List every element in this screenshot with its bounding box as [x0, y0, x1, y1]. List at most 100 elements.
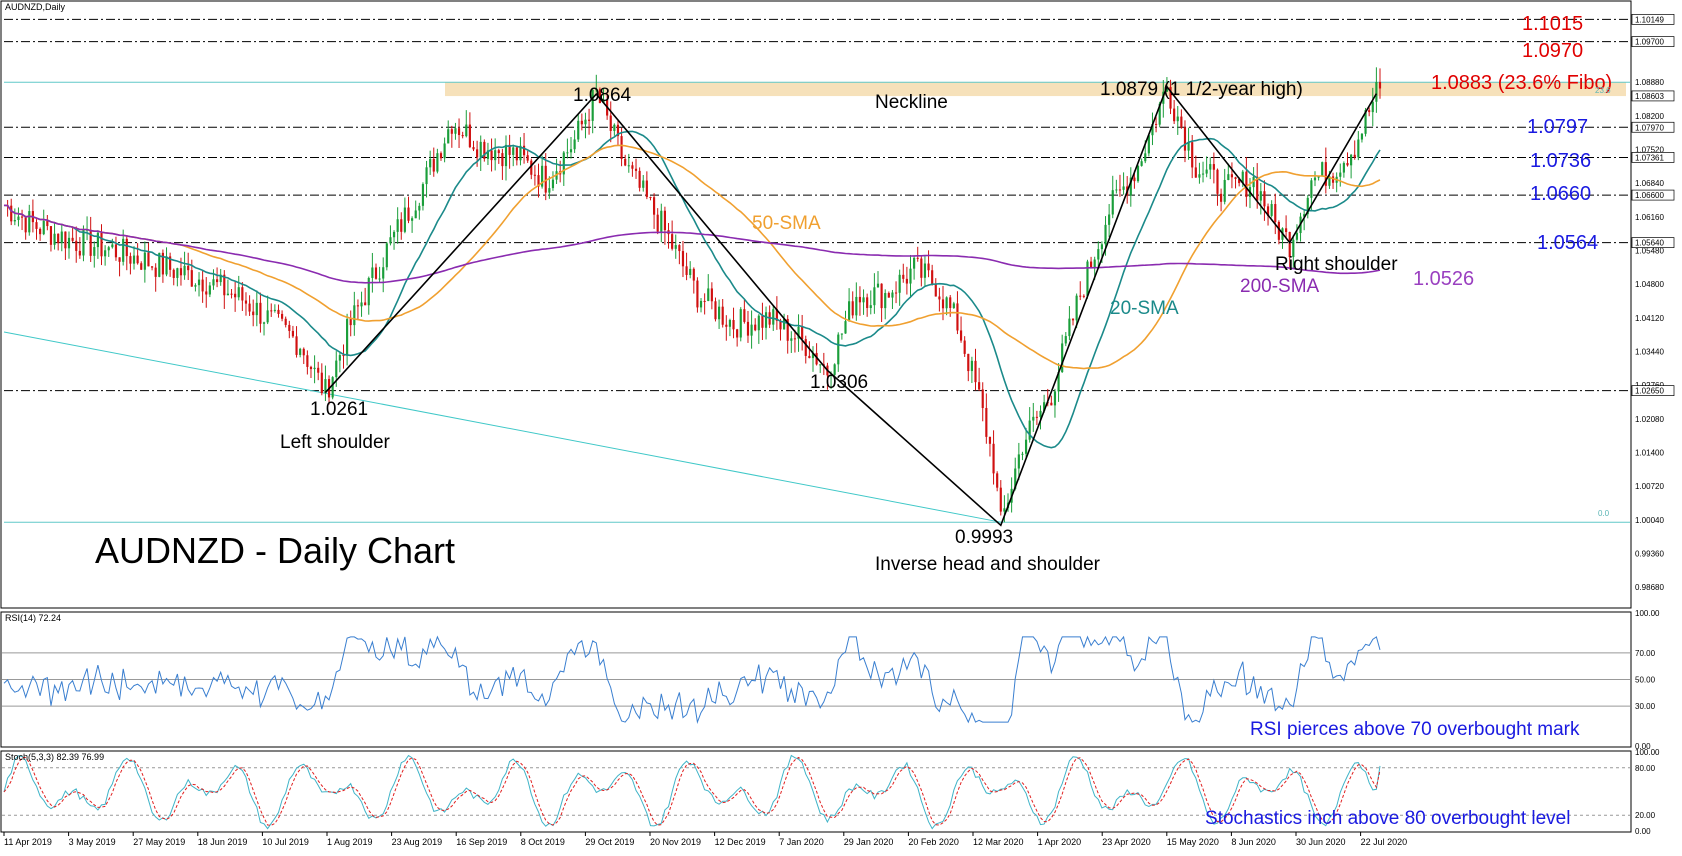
- rsi-panel-frame: [0, 611, 1632, 748]
- candle-body: [1328, 176, 1331, 186]
- candle-body: [252, 311, 255, 316]
- candle-body: [699, 300, 703, 308]
- price-tick-label: 1.04800: [1635, 280, 1664, 289]
- price-tick-label: 1.03440: [1635, 348, 1664, 357]
- candle-body: [996, 473, 999, 488]
- candle-body: [1111, 190, 1114, 215]
- candle-body: [476, 149, 479, 158]
- candle-body: [786, 318, 789, 341]
- left-shoulder-label: Left shoulder: [280, 432, 391, 453]
- candle-body: [548, 188, 551, 193]
- rsi-annotation: RSI pierces above 70 overbought mark: [1250, 719, 1580, 740]
- candle-body: [1187, 142, 1190, 151]
- candle-body: [884, 293, 887, 309]
- candle-body: [429, 158, 432, 168]
- date-tick-label: 23 Apr 2020: [1102, 837, 1151, 847]
- candle-body: [609, 115, 612, 131]
- candle-body: [718, 306, 721, 320]
- sma50-line: [3, 144, 1381, 370]
- candle-body: [436, 153, 439, 172]
- price-tick-label: 1.07970: [1635, 123, 1664, 132]
- date-tick-label: 8 Oct 2019: [521, 837, 565, 847]
- rsi-tick-label: 50.00: [1635, 676, 1656, 685]
- candle-body: [270, 310, 273, 312]
- support-4-label: 1.0564: [1537, 232, 1598, 254]
- candle-body: [931, 270, 934, 285]
- candle-body: [703, 300, 706, 302]
- symbol-label: AUDNZD,Daily: [5, 2, 66, 12]
- date-tick-label: 27 May 2019: [133, 837, 185, 847]
- candle-body: [75, 240, 78, 251]
- rsi-tick-label: 30.00: [1635, 702, 1656, 711]
- candle-body: [374, 267, 378, 279]
- candle-body: [887, 293, 890, 298]
- candle-body: [494, 150, 497, 161]
- candle-body: [624, 158, 627, 166]
- candle-body: [1295, 233, 1299, 240]
- rsi-tick-label: 70.00: [1635, 649, 1656, 658]
- candle-body: [945, 297, 948, 309]
- candle-body: [82, 229, 85, 256]
- candle-body: [790, 338, 793, 341]
- candle-body: [53, 233, 56, 245]
- candle-body: [1169, 86, 1172, 109]
- candle-body: [389, 237, 392, 244]
- candle-body: [1017, 454, 1020, 469]
- candle-body: [1350, 154, 1353, 166]
- candle-body: [1238, 178, 1241, 184]
- candle-body: [356, 305, 360, 307]
- candle-body: [342, 355, 345, 357]
- date-tick-label: 7 Jan 2020: [779, 837, 824, 847]
- candle-body: [515, 147, 518, 161]
- candle-body: [725, 324, 728, 327]
- candle-body: [183, 265, 186, 276]
- resistance-1-label: 1.1015: [1522, 13, 1583, 35]
- candle-body: [497, 150, 500, 154]
- candle-body: [346, 319, 349, 356]
- candle-body: [1194, 167, 1197, 178]
- price-tag-box: [1631, 36, 1675, 47]
- price-tag-box: [1631, 385, 1675, 396]
- price-tick-label: 1.06840: [1635, 179, 1664, 188]
- candle-body: [147, 252, 150, 267]
- candle-body: [1230, 174, 1234, 178]
- candle-body: [266, 310, 269, 323]
- candle-body: [1216, 169, 1219, 194]
- candle-body: [468, 124, 471, 148]
- candle-body: [1061, 343, 1064, 372]
- price-tick-label: 1.10149: [1635, 15, 1664, 24]
- candle-body: [844, 321, 847, 334]
- candle-body: [580, 120, 583, 125]
- candle-body: [125, 238, 128, 257]
- candle-body: [234, 293, 237, 298]
- candle-body: [1266, 206, 1270, 216]
- date-tick-label: 8 Jun 2020: [1231, 837, 1276, 847]
- candle-body: [1375, 81, 1378, 102]
- candle-body: [187, 265, 190, 271]
- date-tick-label: 30 Jun 2020: [1296, 837, 1346, 847]
- candle-body: [833, 364, 836, 375]
- candle-body: [299, 348, 302, 355]
- candle-body: [707, 288, 710, 302]
- candle-body: [129, 256, 132, 264]
- candle-body: [801, 326, 804, 340]
- candle-body: [378, 278, 381, 280]
- candle-body: [736, 329, 739, 338]
- candle-body: [1043, 402, 1046, 411]
- candle-body: [371, 267, 374, 278]
- candle-body: [71, 237, 74, 241]
- candle-body: [284, 318, 287, 325]
- price-tag-box: [1631, 152, 1675, 163]
- pattern-label: Inverse head and shoulder: [875, 554, 1101, 575]
- candle-body: [797, 326, 800, 339]
- price-tick-label: 1.08603: [1635, 92, 1664, 101]
- rsi-tick-label: 100.00: [1635, 609, 1660, 618]
- candle-body: [407, 207, 410, 221]
- candle-body: [685, 266, 688, 275]
- candle-body: [57, 233, 60, 244]
- candle-body: [273, 309, 276, 311]
- candle-body: [970, 360, 973, 372]
- candle-body: [855, 296, 858, 316]
- candle-body: [421, 184, 425, 206]
- candle-body: [1024, 439, 1028, 454]
